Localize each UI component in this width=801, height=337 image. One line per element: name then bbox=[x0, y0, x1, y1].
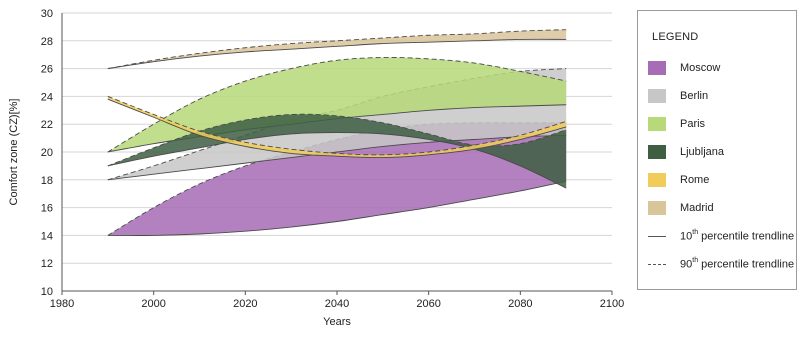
p10-line-berlin bbox=[107, 134, 567, 181]
y-tick-label: 20 bbox=[41, 147, 53, 159]
p90-line-rome bbox=[107, 95, 567, 156]
x-tick-label: 2060 bbox=[416, 298, 440, 310]
band-madrid bbox=[107, 29, 567, 69]
legend-swatch-ljubljana bbox=[648, 145, 666, 159]
y-tick-label: 10 bbox=[41, 286, 53, 298]
p10-line-ljubljana bbox=[107, 132, 567, 189]
legend-item-paris: Paris bbox=[648, 115, 705, 133]
y-tick-label: 18 bbox=[41, 175, 53, 187]
series-ljubljana bbox=[107, 113, 567, 189]
x-tick-label: 2100 bbox=[600, 298, 624, 310]
legend-item-madrid: Madrid bbox=[648, 199, 714, 217]
legend-label-madrid: Madrid bbox=[680, 202, 714, 214]
series-rome bbox=[107, 95, 567, 159]
legend-item-berlin: Berlin bbox=[648, 87, 708, 105]
p90-line-ljubljana bbox=[107, 113, 567, 167]
legend-swatch-rome bbox=[648, 173, 666, 187]
x-tick-label: 1980 bbox=[50, 298, 74, 310]
legend-swatch-madrid bbox=[648, 201, 666, 215]
x-tick-label: 2040 bbox=[325, 298, 349, 310]
x-tick-label: 2020 bbox=[233, 298, 257, 310]
y-tick-label: 22 bbox=[41, 119, 53, 131]
legend-label-dashed-trendline: 90th percentile trendline bbox=[680, 256, 795, 271]
p90-line-paris bbox=[107, 56, 567, 153]
axis-layer: 10 12 14 16 18 20 22 24 26 28 30 1980 2000 2020 2040 20… bbox=[8, 8, 624, 328]
y-tick-label: 28 bbox=[41, 36, 53, 48]
x-axis-title: Years bbox=[323, 316, 351, 328]
y-tick-label: 26 bbox=[41, 64, 53, 76]
legend-swatch-moscow bbox=[648, 61, 666, 75]
legend-item-moscow: Moscow bbox=[648, 59, 720, 77]
legend-label-rome: Rome bbox=[680, 174, 710, 186]
legend: LEGEND Moscow Berlin Paris Ljubljana Rome Mad… bbox=[637, 10, 797, 290]
band-ljubljana bbox=[107, 114, 567, 189]
p10-line-rome bbox=[107, 98, 567, 159]
y-tick-label: 14 bbox=[41, 230, 53, 242]
y-tick-label: 30 bbox=[41, 8, 53, 20]
legend-item-ljubljana: Ljubljana bbox=[648, 143, 724, 161]
series-layer bbox=[107, 29, 567, 236]
y-tick-label: 16 bbox=[41, 203, 53, 215]
legend-item-rome: Rome bbox=[648, 171, 709, 189]
y-tick-label: 12 bbox=[41, 258, 53, 270]
legend-label-berlin: Berlin bbox=[680, 90, 709, 102]
y-axis-title: Comfort zone (CZ)[%] bbox=[8, 99, 20, 206]
legend-swatch-berlin bbox=[648, 89, 666, 103]
p10-line-madrid bbox=[107, 38, 567, 70]
legend-label-solid-trendline: 10th percentile trendline bbox=[680, 228, 795, 243]
p10-line-moscow bbox=[107, 180, 567, 236]
legend-line-solid bbox=[648, 235, 666, 237]
legend-label-moscow: Moscow bbox=[680, 62, 721, 74]
x-tick-label: 2000 bbox=[141, 298, 165, 310]
legend-label-paris: Paris bbox=[680, 118, 706, 130]
x-tick-label: 2080 bbox=[508, 298, 532, 310]
y-tick-label: 24 bbox=[41, 91, 53, 103]
legend-item-solid-trendline: 10th percentile trendline bbox=[648, 227, 794, 245]
legend-title: LEGEND bbox=[652, 31, 699, 43]
legend-label-ljubljana: Ljubljana bbox=[680, 146, 725, 158]
legend-item-dashed-trendline: 90th percentile trendline bbox=[648, 255, 794, 273]
legend-line-dashed bbox=[648, 263, 666, 265]
legend-swatch-paris bbox=[648, 117, 666, 131]
series-madrid bbox=[107, 29, 567, 70]
